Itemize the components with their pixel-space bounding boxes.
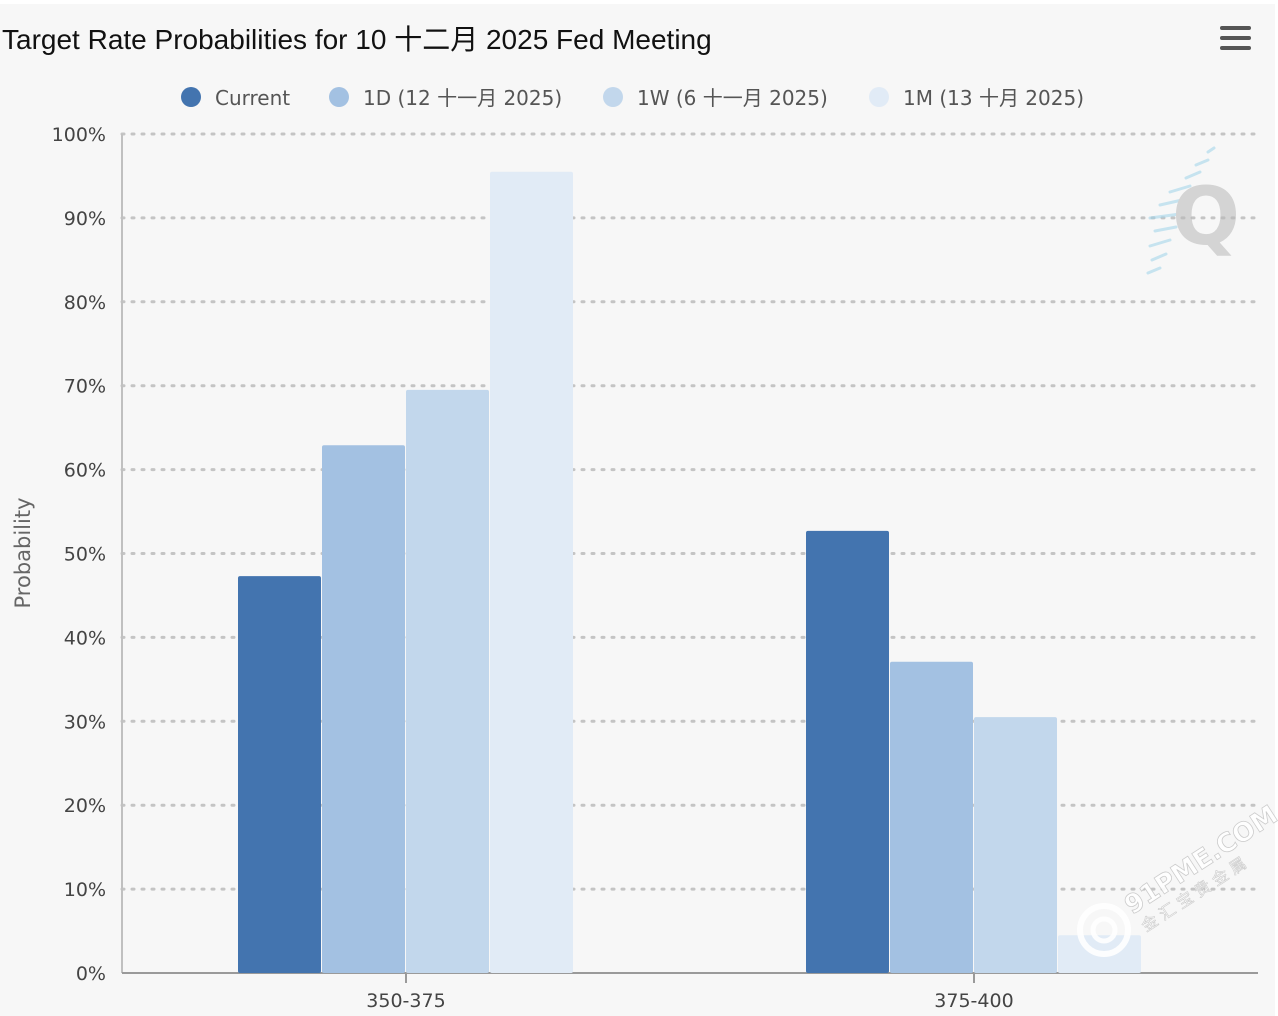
site-watermark: 91PME.COM 金汇宝贵金属 xyxy=(1077,800,1278,957)
y-tick-label: 0% xyxy=(76,963,106,985)
y-tick-label: 50% xyxy=(64,544,106,566)
legend-marker xyxy=(869,87,889,107)
y-tick-label: 10% xyxy=(64,879,106,901)
y-axis-label: Probability xyxy=(11,497,35,608)
watermark-site: 91PME.COM xyxy=(1119,800,1278,921)
y-tick-label: 70% xyxy=(64,376,106,398)
x-tick-label: 375-400 xyxy=(934,990,1013,1012)
y-tick-label: 40% xyxy=(64,627,106,649)
bar-350-375-0[interactable] xyxy=(238,576,321,973)
bar-375-400-2[interactable] xyxy=(974,717,1057,973)
bar-350-375-1[interactable] xyxy=(322,445,405,973)
legend-marker xyxy=(603,87,623,107)
bar-350-375-3[interactable] xyxy=(490,171,573,973)
legend-item-0[interactable]: Current xyxy=(181,86,290,110)
legend-label: 1D (12 十一月 2025) xyxy=(363,86,562,110)
y-tick-label: 100% xyxy=(52,124,106,146)
hamburger-menu-icon[interactable] xyxy=(1219,26,1253,56)
legend: Current 1D (12 十一月 2025) 1W (6 十一月 2025) 1M… xyxy=(181,86,1084,110)
legend-label: 1M (13 十月 2025) xyxy=(903,86,1084,110)
legend-label: 1W (6 十一月 2025) xyxy=(637,86,828,110)
x-tick-label: 350-375 xyxy=(366,990,445,1012)
y-tick-label: 60% xyxy=(64,460,106,482)
legend-marker xyxy=(329,87,349,107)
y-tick-label: 80% xyxy=(64,292,106,314)
x-axis-ticks: 350-375 375-400 xyxy=(366,973,1014,1012)
chart-title: Target Rate Probabilities for 10 十二月 202… xyxy=(2,24,712,55)
bar-375-400-0[interactable] xyxy=(806,530,889,973)
svg-text:Q: Q xyxy=(1172,170,1240,263)
y-tick-label: 90% xyxy=(64,208,106,230)
bar-375-400-1[interactable] xyxy=(890,661,973,973)
legend-item-1[interactable]: 1D (12 十一月 2025) xyxy=(329,86,562,110)
chart-container: Target Rate Probabilities for 10 十二月 202… xyxy=(0,4,1275,1016)
legend-marker xyxy=(181,87,201,107)
y-axis-ticks: 0% 10% 20% 30% 40% 50% 60% 70% 80% 90% 100% xyxy=(52,124,106,985)
q-logo-watermark: Q xyxy=(1146,146,1240,275)
legend-item-3[interactable]: 1M (13 十月 2025) xyxy=(869,86,1084,110)
legend-label: Current xyxy=(215,86,290,110)
y-tick-label: 20% xyxy=(64,795,106,817)
bars xyxy=(238,171,1141,973)
legend-item-2[interactable]: 1W (6 十一月 2025) xyxy=(603,86,828,110)
y-tick-label: 30% xyxy=(64,711,106,733)
bar-350-375-2[interactable] xyxy=(406,389,489,973)
